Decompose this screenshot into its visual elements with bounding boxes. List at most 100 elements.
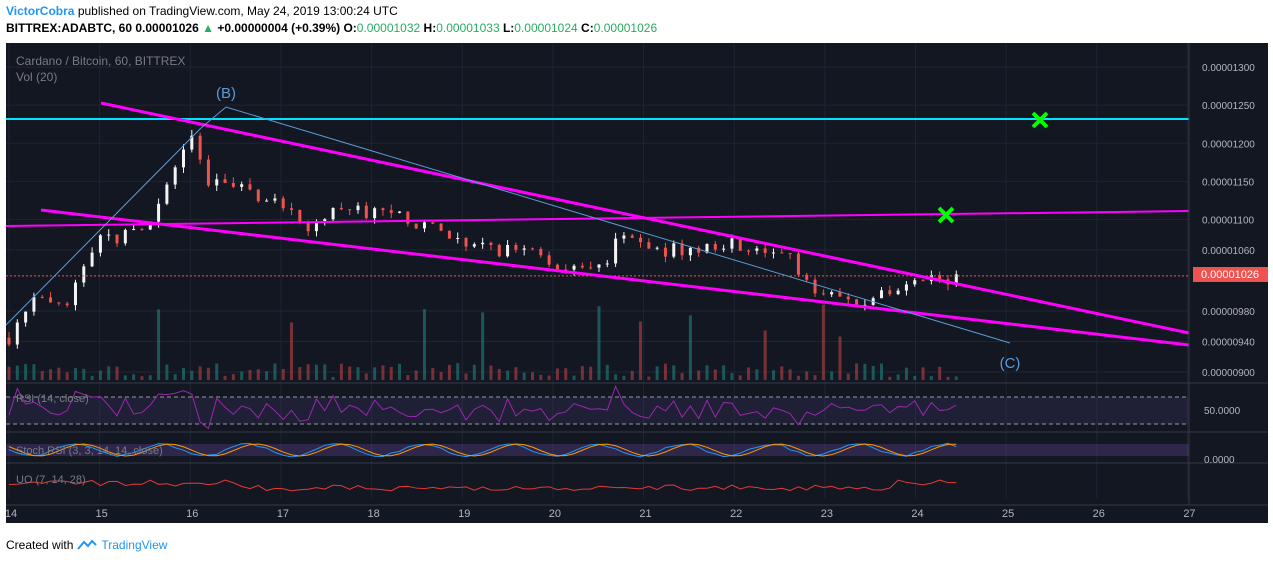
wave-b-label: (B) [216,85,236,102]
candle-body [547,255,551,265]
publish-info: published on TradingView.com, May 24, 20… [77,4,398,18]
volume-bar [830,371,834,380]
price-chart[interactable]: 14 15 16 17 18 19 20 21 22 23 24 25 26 27 0.00001300 0.… [6,43,1268,523]
volume-bar [206,367,210,380]
candle-body [348,209,352,211]
volume-bar [904,367,908,380]
candle-body [472,244,476,247]
candle-body [614,238,618,264]
candle-body [680,243,684,256]
volume-bar [639,321,643,380]
candle-body [49,297,53,303]
candle-body [240,184,244,187]
uo-legend: UO (7, 14, 28) [16,474,86,486]
volume-bar [123,375,127,380]
high-label: H: [423,21,437,35]
candle-body [73,282,77,306]
x-tick-label: 17 [277,508,289,520]
change-arrow-icon: ▲ [202,21,214,35]
wave-c-label: (C) [1000,355,1021,372]
candle-body [190,135,194,150]
volume-legend: Vol (20) [16,70,57,84]
volume-bar [813,375,817,380]
volume-bar [256,369,260,380]
candle-body [481,242,485,245]
candle-body [555,264,559,270]
candle-body [314,221,318,232]
symbol: BITTREX:ADABTC, 60 [6,21,133,35]
volume-bar [929,376,933,380]
candle-body [497,245,501,257]
candle-body [672,243,676,257]
candle-body [630,235,634,238]
volume-bar [240,371,244,380]
candle-body [730,238,734,249]
indicator-lines [8,385,957,492]
volume-bar [323,364,327,380]
volume-bar [472,364,476,380]
wave-line[interactable] [6,106,1011,344]
volume-bar [406,375,410,380]
x-tick-label: 15 [96,508,108,520]
candle-body [356,205,360,211]
candle-body [880,290,884,299]
x-tick-label: 22 [730,508,742,520]
candle-body [913,280,917,285]
tradingview-link[interactable]: TradingView [101,538,168,552]
volume-bar [730,373,734,380]
candle-body [954,274,958,285]
candle-body [622,235,626,239]
candle-body [713,243,717,250]
candle-body [140,229,144,231]
candle-body [323,219,327,222]
x-tick-label: 25 [1002,508,1014,520]
candle-body [888,290,892,295]
x-tick-label: 18 [367,508,379,520]
volume-bar [314,364,318,380]
volume-bar [15,365,19,380]
volume-bar [331,376,335,380]
candle-body [788,253,792,255]
candle-body [24,311,28,323]
candle-body [447,230,451,239]
candle-body [771,252,775,254]
y-tick-label: 0.00000980 [1202,307,1255,318]
volume-bar [614,374,618,380]
candle-body [580,265,584,268]
y-tick-label: 0.00001200 [1202,139,1255,150]
volume-bar [298,367,302,380]
volume-bar [389,366,393,380]
volume-bar [339,363,343,380]
candle-body [805,274,809,280]
volume-bar [713,369,717,380]
x-tick-label: 20 [549,508,561,520]
candle-body [921,280,925,282]
rsi-legend: RSI (14, close) [16,393,89,405]
candle-body [456,237,460,239]
target-mark-upper-icon [1031,111,1049,129]
candle-body [389,210,393,213]
volume-bar [722,365,726,380]
volume-bar [231,374,235,380]
volume-bar [547,375,551,380]
candle-body [256,189,260,202]
close-value: 0.00001026 [593,21,658,35]
volume-bar [539,374,543,380]
rsi-tick: 50.0000 [1204,406,1241,417]
volume-bar [364,373,368,380]
volume-bar [414,370,418,380]
candle-body [57,302,61,304]
volume-bar [954,376,958,380]
x-tick-label: 26 [1093,508,1105,520]
volume-bar [57,367,61,380]
volume-bar [98,370,102,380]
volume-bar [805,371,809,380]
created-with: Created with [6,538,74,552]
lower-wedge-line[interactable] [40,208,1190,347]
candle-body [639,237,643,243]
volume-bars [7,304,958,380]
candle-body [331,207,335,220]
author-name[interactable]: VictorCobra [6,4,75,18]
candle-body [597,264,601,268]
volume-bar [447,364,451,380]
